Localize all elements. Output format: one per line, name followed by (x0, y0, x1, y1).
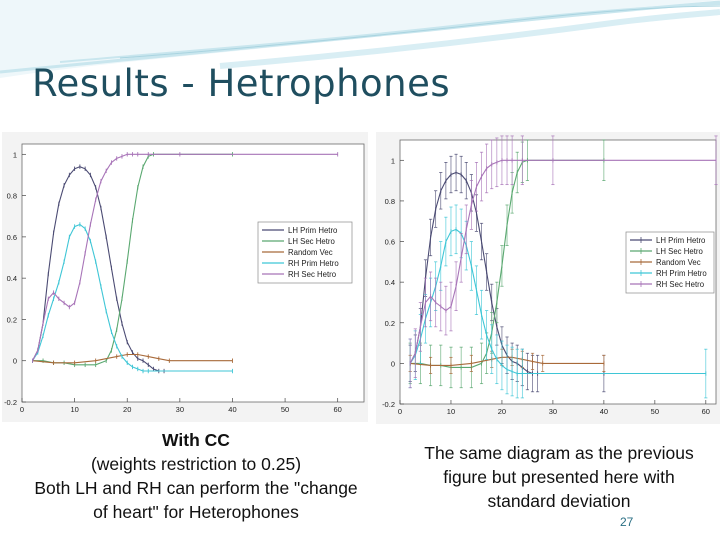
left-caption-line4: of heart" for Heterophones (93, 502, 299, 522)
x-tick-label: 30 (549, 407, 557, 416)
y-tick-label: 0.8 (385, 197, 395, 206)
x-tick-label: 60 (334, 405, 342, 414)
right-caption-line1: The same diagram as the previous (424, 443, 694, 463)
y-tick-label: 0.6 (7, 233, 17, 242)
y-tick-label: 0.2 (385, 319, 395, 328)
y-tick-label: 1 (13, 150, 17, 159)
left-caption-line3: Both LH and RH can perform the "change (34, 478, 358, 498)
legend-label-lh-prim-hetro: LH Prim Hetro (656, 236, 706, 245)
y-tick-label: 0.6 (385, 238, 395, 247)
legend-label-lh-sec-hetro: LH Sec Hetro (288, 237, 335, 246)
x-tick-label: 10 (447, 407, 455, 416)
page-number: 27 (620, 515, 634, 529)
right-caption: The same diagram as the previous figure … (398, 441, 720, 513)
x-tick-label: 20 (498, 407, 506, 416)
header-banner (0, 0, 720, 78)
series-line-rh-sec-hetro (32, 153, 338, 361)
series-line-rh-prim-hetro (409, 228, 706, 375)
legend-label-rh-prim-hetro: RH Prim Hetro (288, 259, 339, 268)
series-line-rh-sec-hetro (409, 159, 716, 364)
x-tick-label: 10 (70, 405, 78, 414)
slide-title: Results - Hetrophones (32, 62, 451, 105)
right-caption-line3: standard deviation (487, 491, 631, 511)
legend-label-rh-sec-hetro: RH Sec Hetro (288, 270, 337, 279)
y-tick-label: 0.2 (7, 315, 17, 324)
x-tick-label: 0 (398, 407, 402, 416)
y-tick-label: -0.2 (4, 398, 17, 407)
x-tick-label: 50 (651, 407, 659, 416)
legend-label-random-vec: Random Vec (288, 248, 333, 257)
x-tick-label: 0 (20, 405, 24, 414)
y-tick-label: 0 (13, 357, 17, 366)
legend-label-rh-prim-hetro: RH Prim Hetro (656, 269, 707, 278)
y-tick-label: 0 (391, 359, 395, 368)
legend-label-rh-sec-hetro: RH Sec Hetro (656, 280, 705, 289)
x-tick-label: 60 (702, 407, 710, 416)
legend-label-lh-prim-hetro: LH Prim Hetro (288, 226, 338, 235)
series-line-lh-prim-hetro (32, 166, 165, 372)
left-caption: With CC (weights restriction to 0.25) Bo… (0, 428, 392, 524)
x-tick-label: 20 (123, 405, 131, 414)
y-tick-label: 0.4 (7, 274, 17, 283)
left-caption-line2: (weights restriction to 0.25) (90, 454, 302, 474)
y-tick-label: 0.8 (7, 192, 17, 201)
x-tick-label: 40 (228, 405, 236, 414)
legend-label-random-vec: Random Vec (656, 258, 701, 267)
series-line-rh-prim-hetro (32, 223, 233, 372)
legend-label-lh-sec-hetro: LH Sec Hetro (656, 247, 703, 256)
y-tick-label: 1 (391, 156, 395, 165)
x-tick-label: 40 (600, 407, 608, 416)
x-tick-label: 50 (281, 405, 289, 414)
left-caption-heading: With CC (162, 430, 230, 450)
x-tick-label: 30 (176, 405, 184, 414)
y-tick-label: -0.2 (382, 400, 395, 409)
right-caption-line2: figure but presented here with (443, 467, 675, 487)
y-tick-label: 0.4 (385, 278, 395, 287)
